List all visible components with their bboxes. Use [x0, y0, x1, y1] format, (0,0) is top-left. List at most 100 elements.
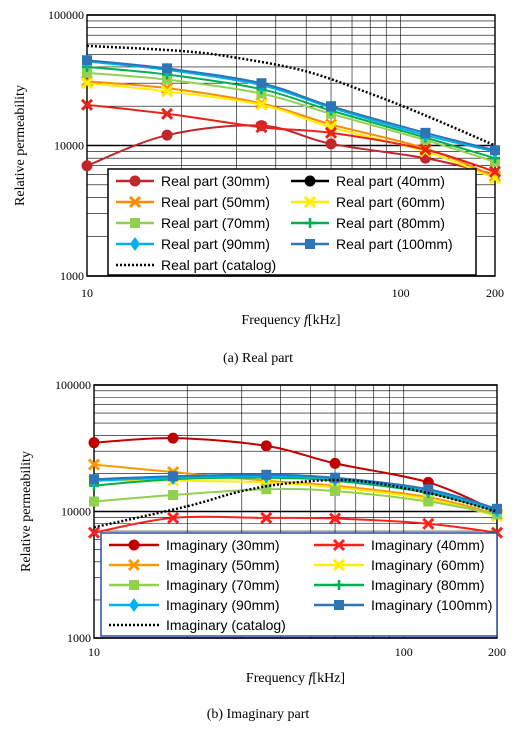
legend-entry: Imaginary (30mm) [109, 537, 280, 553]
legend-entry: Imaginary (90mm) [109, 597, 280, 613]
legend-entry: Imaginary (50mm) [109, 557, 280, 573]
data-point [329, 457, 341, 469]
legend-label: Imaginary (70mm) [166, 577, 280, 593]
data-point [161, 129, 173, 141]
real-part-chart: 10 100 200 1000 10000 100000 Relative permeabi… [13, 8, 504, 366]
data-point [492, 503, 502, 514]
x-axis-label: Frequency f[kHz] [241, 313, 340, 328]
data-point [168, 490, 179, 501]
data-point [255, 121, 268, 134]
legend-entry: Real part (100mm) [291, 236, 453, 252]
data-point [261, 484, 272, 495]
legend-marker [332, 558, 346, 572]
legend-label: Imaginary (80mm) [371, 577, 485, 593]
data-point [80, 98, 94, 111]
tick-labels: 10 100 200 1000 10000 100000 [55, 378, 506, 659]
legend-label: Real part (60mm) [336, 194, 445, 210]
data-point [167, 511, 180, 524]
legend-marker [334, 600, 344, 610]
x-tick-label: 10 [81, 286, 93, 300]
data-point [88, 437, 100, 449]
legend-marker [303, 195, 317, 209]
legend-entry: Real part (50mm) [116, 194, 270, 210]
data-point [326, 101, 337, 112]
legend-box [100, 532, 498, 637]
y-tick-label: 100000 [48, 8, 84, 22]
data-point [328, 512, 342, 525]
legend-marker [127, 558, 141, 572]
legend-entry: Imaginary (80mm) [314, 577, 485, 593]
legend-marker [129, 580, 139, 590]
series-line [86, 65, 496, 160]
data-point [167, 432, 179, 444]
data-point [162, 74, 173, 85]
legend-marker [128, 195, 142, 209]
legend: Real part (30mm) Real part (40mm) Real par… [107, 168, 477, 276]
y-tick-label: 1000 [67, 631, 91, 645]
series-9 [80, 98, 502, 178]
data-point [82, 55, 92, 66]
data-point [325, 138, 337, 150]
data-point [490, 145, 500, 156]
data-point [420, 127, 431, 138]
legend-label: Real part (80mm) [336, 215, 445, 231]
y-tick-label: 100000 [55, 378, 91, 392]
tick-labels: 10 100 200 1000 10000 100000 [48, 8, 504, 300]
y-axis-label: Relative permeability [13, 85, 28, 206]
legend-entry: Real part (80mm) [291, 215, 445, 231]
series-line [93, 478, 498, 529]
data-point [330, 472, 341, 483]
series-8 [86, 44, 496, 147]
legend-marker [130, 218, 140, 228]
legend-label: Imaginary (catalog) [166, 617, 286, 633]
series-line [86, 124, 496, 176]
series-line [86, 103, 496, 173]
legend-label: Real part (50mm) [161, 194, 270, 210]
legend-label: Imaginary (50mm) [166, 557, 280, 573]
data-point [87, 526, 101, 539]
data-point [330, 486, 341, 497]
y-axis-label: Relative permeability [19, 451, 34, 572]
x-tick-label: 10 [88, 645, 100, 659]
legend-label: Real part (100mm) [336, 236, 453, 252]
legend-entry: Real part (70mm) [116, 215, 270, 231]
data-point [260, 440, 272, 452]
data-point [419, 143, 432, 156]
legend-entry: Real part (60mm) [291, 194, 445, 210]
legend-entry: Imaginary (catalog) [109, 617, 286, 633]
series-7 [82, 55, 500, 156]
legend-marker [332, 538, 346, 552]
legend-label: Real part (30mm) [161, 173, 270, 189]
data-point [160, 85, 174, 98]
legend-label: Real part (90mm) [161, 236, 270, 252]
y-tick-label: 10000 [54, 139, 84, 153]
data-point [256, 78, 267, 89]
legend: Imaginary (30mm) Imaginary (40mm) Imaginar… [100, 532, 498, 637]
legend-entry: Real part (40mm) [291, 173, 445, 189]
legend-entry: Imaginary (70mm) [109, 577, 280, 593]
data-point [488, 165, 502, 178]
legend-label: Imaginary (30mm) [166, 537, 280, 553]
series-8 [93, 478, 498, 529]
data-point [82, 67, 92, 78]
series-7 [89, 469, 502, 514]
data-point [324, 126, 338, 139]
series-1 [87, 511, 504, 539]
data-point [423, 484, 434, 495]
series-line [93, 515, 498, 534]
data-point [87, 458, 101, 471]
x-tick-label: 100 [392, 286, 410, 300]
data-point [255, 98, 268, 111]
legend-entry: Real part (90mm) [116, 236, 270, 252]
data-point [423, 496, 434, 507]
data-point [162, 63, 173, 74]
legend-label: Imaginary (60mm) [371, 557, 485, 573]
legend-entry: Imaginary (100mm) [314, 597, 492, 613]
caption: (b) Imaginary part [207, 707, 310, 722]
y-tick-label: 10000 [61, 505, 91, 519]
x-tick-label: 200 [486, 286, 504, 300]
y-tick-label: 1000 [60, 269, 84, 283]
legend-entry: Real part (30mm) [116, 173, 270, 189]
legend-marker [305, 239, 315, 249]
